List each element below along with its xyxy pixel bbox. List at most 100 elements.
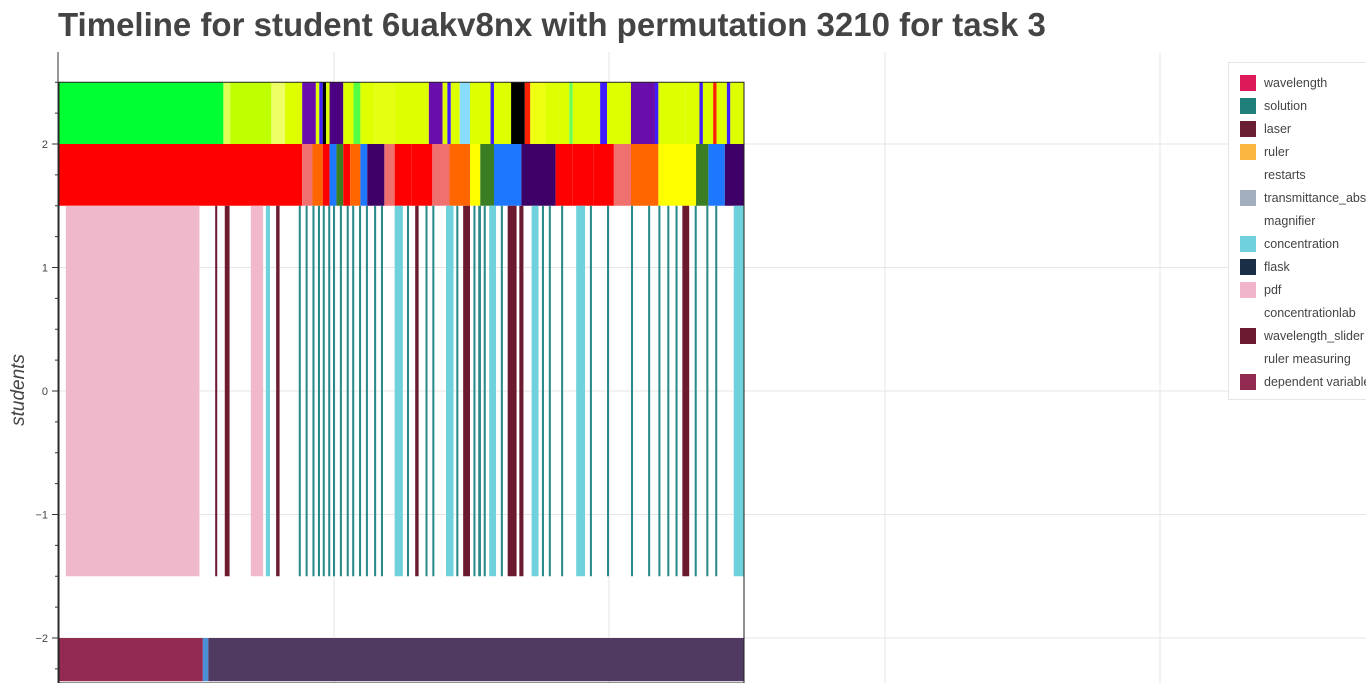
timeline-segment [346,205,349,577]
timeline-segment [685,82,700,144]
timeline-segment [648,205,651,577]
timeline-segment [352,205,355,577]
timeline-segment [312,205,315,577]
timeline-segment [470,82,491,144]
timeline-segment [446,205,454,577]
timeline-segment [548,205,551,577]
timeline-segment [541,205,544,577]
legend-label: flask [1264,259,1290,274]
timeline-segment [630,144,659,206]
timeline-segment [667,205,670,577]
timeline-band [59,82,744,144]
legend-item[interactable]: transmittance_absorbance [1240,186,1366,209]
timeline-segment [276,205,280,577]
legend-label: wavelength_slider [1264,328,1365,343]
timeline-segment [654,82,659,144]
timeline-segment [202,638,209,682]
timeline-segment [302,144,313,206]
y-tick-label: 0 [42,386,48,398]
timeline-segment [59,144,303,206]
legend-item[interactable]: wavelength [1240,71,1366,94]
legend-item[interactable]: pdf [1240,278,1366,301]
chart-legend: wavelength solution laser ruler restarts tran… [1228,62,1366,400]
legend-label: restarts [1264,167,1306,182]
timeline-segment [328,205,331,577]
legend-item[interactable]: dependent variable [1240,370,1366,393]
timeline-segment [305,205,308,577]
legend-label: transmittance_absorbance [1264,190,1366,205]
timeline-segment [493,82,512,144]
timeline-segment [658,205,661,577]
timeline-segment [449,144,470,206]
timeline-segment [459,82,470,144]
timeline-segment [569,82,573,144]
y-tick-label: −2 [35,633,48,645]
timeline-segment [59,82,224,144]
timeline-segment [343,144,351,206]
legend-swatch [1240,97,1256,114]
legend-label: concentration [1264,236,1340,251]
timeline-segment [65,205,200,577]
timeline-segment [561,205,564,577]
timeline-segment [450,82,460,144]
y-axis-title: students [8,354,29,426]
legend-item[interactable]: laser [1240,117,1366,140]
timeline-segment [706,205,709,577]
legend-item[interactable]: magnifier [1240,209,1366,232]
timeline-segment [715,205,718,577]
timeline-segment [223,82,231,144]
timeline-segment [483,205,486,577]
timeline-segment [394,82,429,144]
timeline-segment [708,144,725,206]
legend-item[interactable]: restarts [1240,163,1366,186]
timeline-segment [380,205,384,577]
timeline-segment [600,82,607,144]
timeline-segment [559,82,570,144]
band-frame [58,81,745,683]
timeline-segment [339,205,342,577]
timeline-segment [319,82,323,144]
legend-label: pdf [1264,282,1282,297]
legend-item[interactable]: wavelength_slider [1240,324,1366,347]
timeline-segment [329,82,344,144]
timeline-segment [432,144,450,206]
timeline-segment [365,205,368,577]
legend-label: ruler measuring [1264,351,1351,366]
timeline-segment [322,144,330,206]
timeline-segment [519,205,524,577]
legend-swatch [1240,167,1256,183]
timeline-segment [411,144,433,206]
y-tick-label: 1 [42,263,48,275]
timeline-segment [456,205,459,577]
legend-swatch [1240,327,1256,344]
timeline-segment [360,144,368,206]
legend-swatch [1240,143,1256,160]
timeline-segment [333,205,336,577]
timeline-segment [696,144,709,206]
timeline-segment [447,82,451,144]
legend-item[interactable]: solution [1240,94,1366,117]
timeline-segment [524,82,531,144]
legend-item[interactable]: ruler measuring [1240,347,1366,370]
timeline-segment [507,205,517,577]
timeline-segment [312,144,323,206]
timeline-segment [265,205,270,577]
timeline-segment [384,144,395,206]
legend-label: wavelength [1264,75,1328,90]
legend-swatch [1240,213,1256,229]
legend-item[interactable]: concentrationlab [1240,301,1366,324]
timeline-segment [230,82,272,144]
legend-item[interactable]: flask [1240,255,1366,278]
legend-swatch [1240,235,1256,252]
legend-swatch [1240,351,1256,367]
timeline-segment [215,205,218,577]
timeline-segment [336,144,344,206]
timeline-segment [545,82,560,144]
legend-item[interactable]: ruler [1240,140,1366,163]
legend-item[interactable]: concentration [1240,232,1366,255]
timeline-segment [607,205,610,577]
timeline-segment [59,638,203,682]
timeline-segment [350,144,361,206]
timeline-segment [329,144,337,206]
